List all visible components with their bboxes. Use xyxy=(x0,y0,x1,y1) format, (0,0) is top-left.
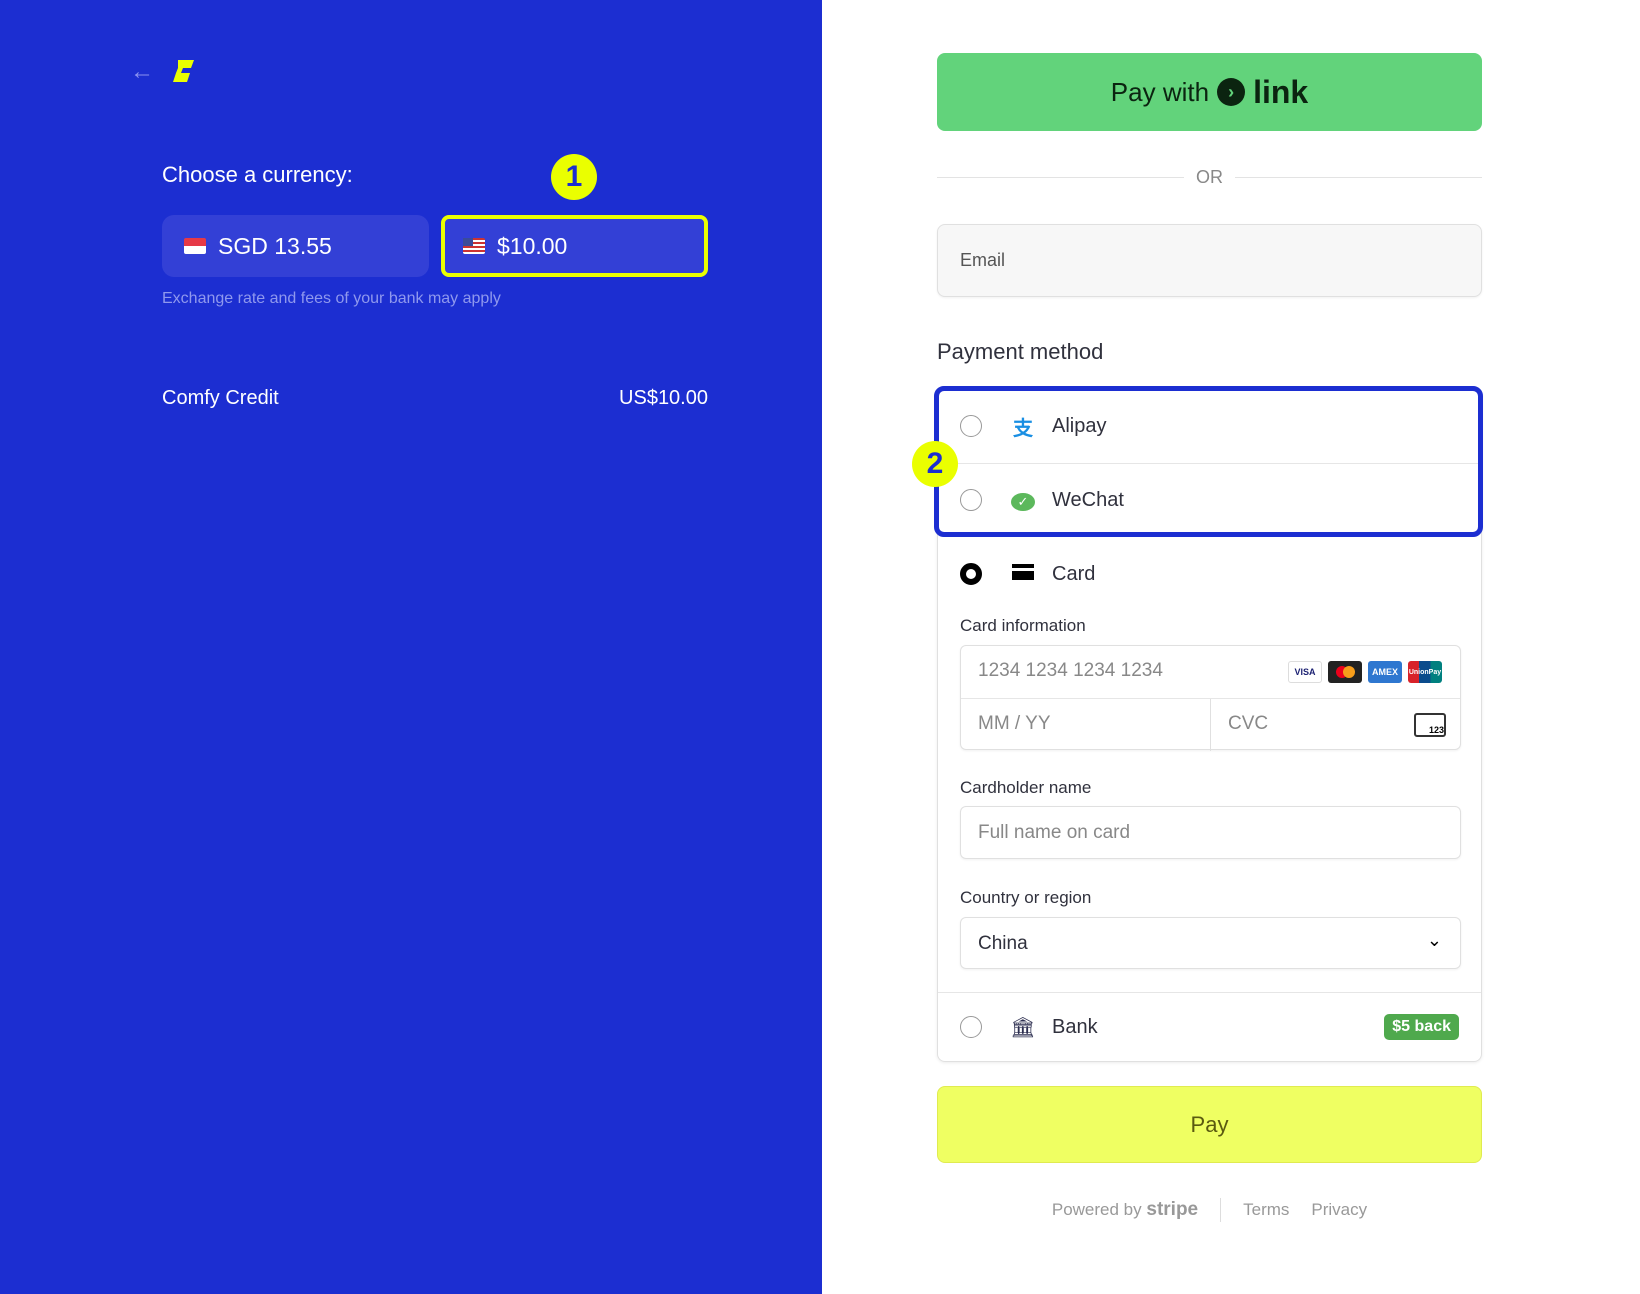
payment-methods: 支 Alipay ✓ WeChat Card Card information 12… xyxy=(937,388,1482,1062)
method-alipay[interactable]: 支 Alipay xyxy=(938,389,1481,463)
or-divider: OR xyxy=(937,167,1482,188)
currency-label: $10.00 xyxy=(497,232,568,259)
cardholder-placeholder: Full name on card xyxy=(978,822,1131,843)
cvc-input[interactable]: CVC 123 xyxy=(1211,699,1462,751)
chevron-down-icon: ⌄ xyxy=(1426,930,1442,950)
amex-icon: AMEX xyxy=(1368,661,1402,683)
card-info-group: 1234 1234 1234 1234 VISA AMEX UnionPay M… xyxy=(960,645,1462,751)
exchange-note: Exchange rate and fees of your bank may … xyxy=(162,290,501,307)
currency-option-usd[interactable]: $10.00 xyxy=(441,215,708,277)
singapore-flag-icon xyxy=(184,238,206,254)
pay-button[interactable]: Pay xyxy=(937,1086,1482,1163)
or-label: OR xyxy=(1196,167,1223,187)
method-card[interactable]: Card xyxy=(938,537,1481,611)
method-wechat[interactable]: ✓ WeChat xyxy=(938,463,1481,537)
cvc-placeholder: CVC xyxy=(1228,713,1269,734)
bank-icon: 🏛 xyxy=(1010,1016,1036,1039)
alipay-icon: 支 xyxy=(1013,417,1033,440)
expiry-input[interactable]: MM / YY xyxy=(961,699,1211,751)
item-price: US$10.00 xyxy=(619,387,708,409)
annotation-highlight-box xyxy=(934,386,1483,537)
back-arrow-icon[interactable]: ← xyxy=(130,58,154,85)
method-bank[interactable]: 🏛 Bank $5 back xyxy=(938,992,1481,1062)
email-input[interactable]: Email xyxy=(937,224,1482,297)
order-summary-panel: ← Choose a currency: SGD 13.55 $10.00 1 … xyxy=(0,0,822,1294)
expiry-placeholder: MM / YY xyxy=(978,713,1051,734)
footer: Powered by stripe Terms Privacy xyxy=(937,1198,1482,1222)
terms-link[interactable]: Terms xyxy=(1243,1200,1290,1219)
comfy-logo-icon xyxy=(173,60,194,82)
stripe-logo: stripe xyxy=(1146,1199,1199,1220)
privacy-link[interactable]: Privacy xyxy=(1311,1200,1368,1219)
cardholder-label: Cardholder name xyxy=(960,778,1092,797)
currency-option-sgd[interactable]: SGD 13.55 xyxy=(162,215,429,277)
powered-by: Powered by stripe xyxy=(1051,1199,1199,1220)
card-icon xyxy=(1010,563,1036,586)
card-number-placeholder: 1234 1234 1234 1234 xyxy=(978,660,1163,681)
annotation-badge-1: 1 xyxy=(551,154,597,200)
us-flag-icon xyxy=(463,238,485,254)
card-number-input[interactable]: 1234 1234 1234 1234 VISA AMEX UnionPay xyxy=(961,646,1460,698)
unionpay-icon: UnionPay xyxy=(1408,661,1442,683)
pay-with-link-button[interactable]: Pay with › link xyxy=(937,53,1482,131)
currency-label: SGD 13.55 xyxy=(218,232,332,259)
link-chevron-icon: › xyxy=(1217,78,1246,106)
payment-method-heading: Payment method xyxy=(937,339,1104,364)
country-select[interactable]: China ⌄ xyxy=(960,917,1461,969)
cardholder-input[interactable]: Full name on card xyxy=(960,806,1461,859)
method-label: Card xyxy=(1052,562,1096,585)
country-label: Country or region xyxy=(960,888,1092,907)
item-name: Comfy Credit xyxy=(162,387,279,409)
method-label: Alipay xyxy=(1052,414,1107,437)
visa-icon: VISA xyxy=(1288,661,1322,683)
cashback-badge: $5 back xyxy=(1384,1014,1459,1040)
radio-bank[interactable] xyxy=(960,1016,982,1038)
radio-card[interactable] xyxy=(960,563,982,585)
country-value: China xyxy=(978,933,1028,954)
link-prefix: Pay with xyxy=(1110,76,1210,107)
wechat-icon: ✓ xyxy=(1010,489,1036,512)
radio-wechat[interactable] xyxy=(960,489,982,511)
annotation-badge-2: 2 xyxy=(912,441,958,487)
radio-alipay[interactable] xyxy=(960,415,982,437)
method-label: WeChat xyxy=(1052,488,1124,511)
link-word: link xyxy=(1253,73,1309,110)
card-info-label: Card information xyxy=(960,616,1086,635)
mastercard-icon xyxy=(1328,661,1362,683)
currency-heading: Choose a currency: xyxy=(162,162,353,187)
method-label: Bank xyxy=(1052,1015,1098,1038)
cvc-card-icon: 123 xyxy=(1414,713,1446,737)
